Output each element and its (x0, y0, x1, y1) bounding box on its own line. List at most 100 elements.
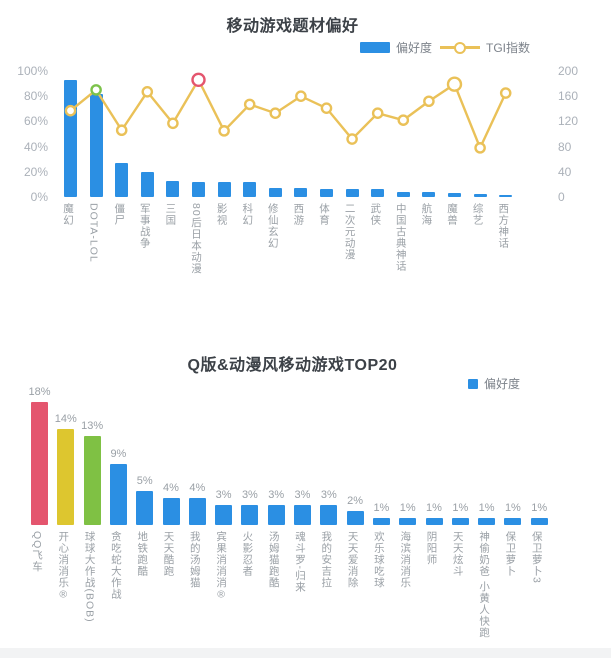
game-category-label: 球球大作战(BOB) (83, 531, 96, 623)
bar-value-label: 3% (268, 488, 285, 501)
game-preference-bar (346, 511, 364, 525)
preference-bar (320, 189, 333, 197)
tgi-line-point (141, 85, 154, 98)
category-label: 西游 (292, 203, 305, 226)
game-category-label: 天天酷跑 (162, 531, 175, 577)
game-category-label: 地铁跑酷 (136, 531, 149, 577)
bar-value-label: 1% (426, 502, 442, 515)
bar-value-label: 5% (136, 474, 153, 487)
tgi-line-point (269, 107, 282, 120)
game-preference-bar (215, 504, 233, 525)
preference-bar (422, 191, 436, 197)
game-category-label: 开心消消乐® (57, 531, 70, 602)
left-axis-tick: 40% (23, 139, 48, 154)
legend-item-preference: 偏好度 (360, 39, 432, 56)
category-label: 影视 (215, 203, 228, 226)
legend-label-preference: 偏好度 (396, 41, 433, 55)
legend-label-preference-2: 偏好度 (484, 377, 521, 391)
tgi-line-point (474, 142, 486, 154)
game-preference-bar (530, 518, 548, 525)
category-label: 中国古典神话 (394, 203, 407, 272)
page-bottom-divider (0, 648, 611, 658)
bar-value-label: 1% (504, 502, 521, 515)
category-label: 魔幻 (62, 203, 74, 226)
category-label: 修仙玄幻 (266, 203, 279, 249)
tgi-line-point (446, 76, 463, 92)
game-category-label: 天天爱消除 (346, 531, 359, 589)
bar-value-label: 13% (81, 420, 104, 433)
category-label: 综艺 (471, 203, 484, 226)
tgi-line-point (499, 87, 512, 99)
game-category-label: 我的安吉拉 (320, 531, 333, 589)
category-label: 体育 (318, 203, 330, 226)
category-label: 航海 (420, 203, 433, 226)
right-axis-tick: 200 (558, 64, 579, 78)
preference-bar (166, 180, 180, 197)
bar-value-label: 18% (28, 386, 51, 399)
bar-value-label: 9% (110, 447, 127, 460)
bar-value-label: 3% (320, 488, 337, 501)
left-axis-tick: 100% (17, 64, 48, 78)
preference-bar (396, 191, 410, 197)
game-preference-bar (162, 497, 180, 525)
game-preference-bar (372, 518, 390, 525)
preference-bar (140, 171, 154, 197)
game-category-label: 保卫萝卜3 (530, 531, 543, 584)
preference-bar (473, 194, 487, 197)
category-label: 西方神话 (497, 203, 510, 249)
game-category-label: 海滨消消乐 (399, 531, 412, 589)
legend-item-preference-2: 偏好度 (468, 375, 520, 392)
game-preference-bar (241, 504, 259, 525)
preference-bar (217, 181, 231, 197)
preference-bar (115, 162, 129, 197)
bar-value-label: 3% (294, 488, 311, 501)
chart2-legend: 偏好度 (468, 375, 520, 392)
line-swatch-icon (440, 42, 481, 54)
chart1-legend: 偏好度 TGI指数 (360, 39, 530, 56)
bar-value-label: 1% (373, 502, 390, 515)
preference-bar (89, 93, 103, 197)
game-category-label: 汤姆猫跑酷 (267, 531, 280, 589)
category-label: 军事战争 (138, 203, 151, 249)
preference-bar (64, 79, 77, 197)
tgi-line-point (295, 90, 307, 102)
bar-value-label: 2% (347, 495, 364, 508)
game-preference-bar (425, 518, 443, 525)
tgi-line-point (115, 124, 128, 137)
game-category-label: QQ飞车 (31, 531, 43, 573)
game-preference-bar (451, 518, 469, 525)
preference-bar (268, 188, 282, 197)
tgi-line-point (320, 102, 333, 114)
tgi-line-point (191, 72, 206, 88)
category-label: DOTA-LOL (87, 203, 100, 263)
bar-value-label: 1% (531, 502, 548, 515)
game-preference-bar (109, 463, 127, 525)
game-preference-bar (57, 429, 75, 525)
game-preference-bar (136, 490, 154, 525)
chart1-title: 移动游戏题材偏好 (226, 18, 359, 35)
tgi-line-point (243, 98, 256, 111)
left-axis-tick: 80% (23, 89, 48, 104)
tgi-line-point (397, 114, 410, 126)
square-swatch-icon (468, 378, 478, 389)
game-preference-bar (478, 518, 496, 525)
game-category-label: 火影忍者 (241, 531, 254, 577)
tgi-line-point (371, 107, 384, 120)
game-category-label: 保卫萝卜 (504, 531, 517, 577)
bar-value-label: 1% (452, 502, 469, 515)
category-label: 科幻 (241, 203, 254, 226)
category-label: 80后日本动漫 (190, 203, 202, 275)
tgi-line-point (346, 133, 358, 145)
preference-bar (371, 189, 385, 197)
game-preference-bar (294, 504, 311, 525)
game-category-label: 神偷奶爸 小黄人快跑 (478, 531, 491, 639)
right-axis-tick: 40 (558, 164, 572, 179)
category-label: 三国 (164, 203, 177, 226)
game-category-label: 我的汤姆猫 (188, 531, 201, 589)
tgi-line-point (423, 95, 435, 108)
left-axis-tick: 20% (23, 164, 48, 179)
preference-bar (499, 195, 513, 197)
category-label: 二次元动漫 (343, 203, 356, 261)
game-category-label: 欢乐球吃球 (372, 531, 385, 589)
